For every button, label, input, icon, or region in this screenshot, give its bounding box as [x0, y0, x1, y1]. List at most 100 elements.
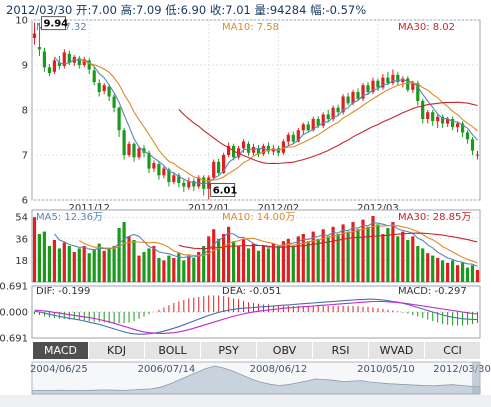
volume-bar [436, 258, 440, 282]
volume-bar [311, 231, 315, 282]
candle-body [261, 146, 265, 155]
volume-bar [152, 246, 156, 282]
tab-obv[interactable]: OBV [256, 342, 312, 359]
candle-body [246, 143, 251, 153]
candle-body [97, 83, 101, 92]
volume-bar [117, 228, 121, 282]
candle-body [356, 92, 360, 99]
volume-bar [266, 248, 270, 282]
candle-body [222, 155, 226, 173]
candle-body [122, 130, 126, 156]
volume-bar [97, 243, 101, 282]
candle-body [212, 161, 216, 178]
volume-tick-label: 18 [15, 256, 28, 267]
volume-bar [306, 241, 310, 282]
volume-bar [112, 246, 116, 282]
tab-psy[interactable]: PSY [200, 342, 256, 359]
date-tick-label: 2011/12 [68, 203, 110, 214]
tab-kdj[interactable]: KDJ [88, 342, 144, 359]
candle-body [331, 107, 335, 119]
volume-bar [346, 231, 350, 282]
volume-bar [451, 260, 455, 282]
legend-dea: DEA: -0.051 [222, 286, 281, 297]
volume-bar [391, 222, 395, 282]
candle-body [281, 141, 285, 153]
price-tick-label: 9 [22, 61, 28, 72]
candle-body [391, 74, 395, 83]
candle-body [456, 123, 460, 128]
price-tick-label: 10 [15, 16, 28, 27]
volume-bar [261, 246, 265, 282]
legend-ma10: MA10: 14.00万 [222, 212, 295, 223]
ma10-line [79, 58, 478, 182]
candle-body [256, 148, 261, 155]
volume-bar [286, 238, 290, 282]
volume-bar [446, 262, 450, 282]
volume-bar [241, 238, 246, 282]
volume-bar [102, 250, 106, 282]
volume-bar [396, 236, 400, 282]
candle-body [351, 92, 355, 104]
candle-body [172, 175, 176, 183]
candle-body [92, 70, 96, 83]
dea-line [34, 300, 478, 334]
candle-body [241, 141, 246, 149]
volume-bar [182, 260, 186, 282]
candle-body [286, 134, 290, 142]
price-tick-label: 6 [22, 196, 28, 207]
tab-wvad[interactable]: WVAD [368, 342, 424, 359]
volume-bar [202, 246, 206, 282]
volume-bar [271, 243, 275, 282]
tab-macd[interactable]: MACD [32, 342, 88, 359]
volume-bar [341, 224, 345, 282]
candle-body [366, 85, 370, 92]
overview-date-label: 2010/05/10 [357, 364, 415, 375]
tab-rsi[interactable]: RSI [312, 342, 368, 359]
volume-bar [197, 252, 201, 282]
candle-body [346, 96, 350, 104]
volume-bar [470, 265, 475, 282]
volume-bar [331, 226, 335, 282]
volume-bar [177, 253, 181, 282]
volume-bar [276, 246, 280, 282]
ma30-line [178, 101, 478, 165]
volume-bar [127, 236, 131, 282]
volume-bar [326, 236, 330, 282]
candle-body [470, 139, 475, 151]
candle-body [87, 60, 91, 70]
volume-bar [37, 234, 41, 282]
overview-date-label: 2004/06/25 [30, 364, 88, 375]
volume-bar [301, 234, 305, 282]
volume-bar [82, 246, 86, 282]
candle-body [266, 146, 270, 152]
volume-bar [137, 255, 141, 282]
legend-dif: DIF: -0.199 [36, 286, 90, 297]
volume-bar [246, 248, 251, 282]
candle-body [137, 148, 141, 158]
volume-bar [187, 255, 191, 282]
tab-boll[interactable]: BOLL [144, 342, 200, 359]
volume-bar [401, 231, 405, 282]
volume-bar [77, 248, 81, 282]
candle-body [167, 169, 171, 182]
tab-cci[interactable]: CCI [424, 342, 480, 359]
volume-bar [376, 224, 380, 282]
candle-body [461, 123, 465, 133]
candle-body [217, 161, 221, 174]
candle-body [441, 116, 445, 124]
volume-bar [147, 248, 151, 282]
candle-body [42, 51, 46, 68]
candle-body [147, 152, 151, 169]
candle-body [32, 33, 37, 38]
volume-bar [172, 258, 176, 282]
candle-body [237, 148, 241, 158]
candle-body [177, 175, 181, 183]
candle-body [371, 80, 375, 92]
volume-bar [227, 226, 231, 282]
candle-body [232, 146, 236, 158]
volume-bar [406, 240, 410, 282]
candle-body [107, 86, 111, 97]
candle-body [112, 96, 116, 108]
candle-body [401, 78, 405, 83]
